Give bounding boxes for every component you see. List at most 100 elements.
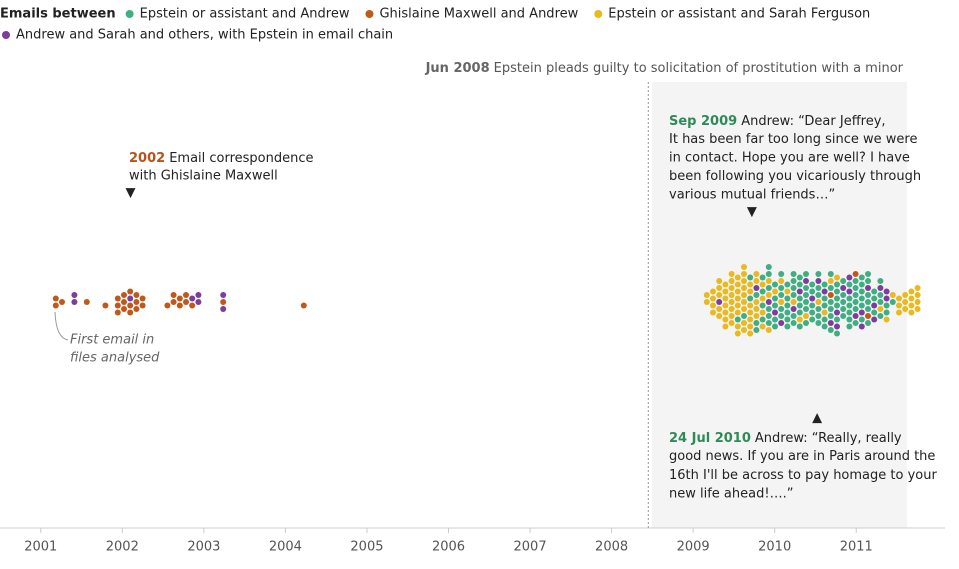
email-dot: [747, 316, 754, 323]
legend-swatch: [2, 31, 10, 39]
email-dot: [765, 299, 772, 305]
email-dot: [815, 271, 822, 277]
email-dot: [765, 313, 772, 319]
email-dot: [827, 278, 834, 284]
email-dot: [834, 302, 840, 309]
annotation-text: Andrew: “Really, really: [755, 431, 902, 446]
email-dot: [734, 309, 741, 316]
email-dot: [790, 313, 797, 319]
email-dot: [834, 288, 840, 295]
email-dot: [722, 323, 729, 330]
email-dot: [865, 271, 871, 277]
email-dot: [133, 306, 140, 312]
annotation-date: Jun 2008: [425, 61, 490, 76]
email-dot: [741, 320, 747, 326]
email-dot: [865, 320, 871, 326]
email-dot: [741, 299, 747, 305]
email-dot: [827, 306, 834, 312]
legend-label: Epstein or assistant and Sarah Ferguson: [608, 7, 870, 22]
email-dot: [821, 295, 828, 302]
email-dot: [741, 278, 747, 284]
email-dot: [809, 281, 816, 288]
email-dot: [803, 320, 809, 326]
email-dot: [815, 292, 822, 298]
email-dot: [871, 288, 878, 295]
email-dot: [883, 302, 890, 309]
email-dot: [852, 271, 859, 277]
email-dot: [908, 302, 915, 309]
email-dot: [803, 271, 809, 277]
email-dot: [865, 306, 871, 312]
email-dot: [722, 295, 729, 302]
annotation-text: First email in: [70, 333, 154, 348]
annotation-date: 24 Jul 2010: [669, 431, 751, 446]
email-dot: [772, 323, 778, 330]
email-dot: [846, 323, 853, 330]
email-dot: [896, 295, 902, 302]
email-dot: [796, 316, 803, 323]
email-dot: [846, 302, 853, 309]
email-dot: [741, 285, 747, 291]
email-dot: [734, 323, 741, 330]
email-dot: [858, 274, 865, 281]
email-dot: [908, 295, 915, 302]
email-dot: [827, 320, 834, 326]
email-dot: [710, 288, 716, 295]
email-dot: [914, 285, 921, 291]
email-dot: [815, 306, 822, 312]
email-dot: [796, 274, 803, 281]
email-dot: [871, 295, 878, 302]
email-dot: [778, 306, 785, 312]
email-dot: [846, 316, 853, 323]
email-dot: [759, 288, 766, 295]
legend-label: Andrew and Sarah and others, with Epstei…: [16, 28, 393, 43]
email-dot: [759, 302, 766, 309]
email-dot: [52, 295, 59, 302]
email-dot: [114, 309, 121, 316]
email-dot: [722, 316, 729, 323]
annotation-arrow: ▼: [125, 186, 135, 201]
email-dot: [772, 295, 778, 302]
x-tick-label: 2008: [595, 540, 628, 555]
email-dot: [877, 313, 884, 319]
email-dot: [741, 306, 747, 312]
email-dot: [176, 302, 183, 309]
email-dot: [734, 281, 741, 288]
email-dot: [790, 285, 797, 291]
email-dot: [765, 271, 772, 277]
email-dot: [765, 320, 772, 326]
email-dot: [772, 309, 778, 316]
legend-title: Emails between: [0, 7, 116, 22]
email-dot: [784, 302, 791, 309]
email-dot: [883, 309, 890, 316]
email-dot: [189, 295, 196, 302]
email-dot: [840, 306, 847, 312]
email-dot: [815, 320, 822, 326]
email-dot: [821, 309, 828, 316]
email-dot: [759, 316, 766, 323]
email-dot: [765, 327, 772, 333]
email-dot: [821, 316, 828, 323]
email-dot: [765, 278, 772, 284]
email-dot: [722, 309, 729, 316]
email-dot: [790, 306, 797, 312]
email-dot: [747, 302, 754, 309]
x-tick-label: 2010: [758, 540, 791, 555]
email-dot: [796, 302, 803, 309]
email-dot: [734, 274, 741, 281]
email-dot: [840, 278, 847, 284]
email-dot: [902, 292, 909, 298]
x-tick-label: 2001: [24, 540, 57, 555]
annotation-text: in contact. Hope you are well? I have: [669, 151, 910, 166]
email-dot: [183, 299, 189, 305]
email-dot: [871, 316, 878, 323]
email-dot: [877, 285, 884, 291]
email-dot: [871, 309, 878, 316]
annotation-arrow: ▼: [747, 205, 757, 220]
email-dot: [852, 306, 859, 312]
email-dot: [790, 271, 797, 277]
email-dot: [827, 299, 834, 305]
email-dot: [759, 295, 766, 302]
email-dot: [784, 309, 791, 316]
email-dot: [121, 299, 127, 305]
